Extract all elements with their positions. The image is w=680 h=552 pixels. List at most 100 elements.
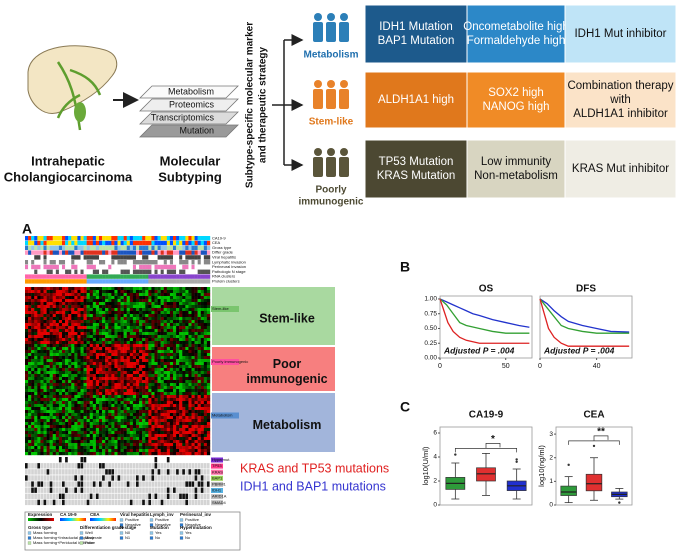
annotation-cell [169, 264, 174, 270]
heatmap-cell [71, 320, 75, 324]
heatmap-cell [46, 413, 50, 417]
heatmap-cell [136, 404, 140, 408]
heatmap-cell [114, 323, 118, 327]
heatmap-cell [108, 380, 112, 384]
heatmap-cell [40, 404, 44, 408]
heatmap-cell [166, 338, 171, 342]
heatmap-cell [203, 359, 208, 363]
heatmap-cell [136, 332, 140, 336]
heatmap-cell [31, 338, 35, 342]
heatmap-cell [166, 389, 171, 393]
heatmap-cell [154, 356, 158, 360]
heatmap-cell [102, 302, 106, 306]
heatmap-cell [83, 338, 87, 342]
heatmap-cell [120, 383, 124, 387]
heatmap-cell [92, 308, 97, 312]
heatmap-cell [126, 392, 131, 396]
heatmap-cell [65, 329, 69, 333]
mutation-cell [169, 481, 173, 487]
heatmap-cell [58, 452, 63, 456]
heatmap-cell [37, 350, 41, 354]
person-icon [313, 89, 323, 109]
heatmap-cell [37, 440, 41, 444]
heatmap-cell [191, 308, 195, 312]
subtype-name: Stem-like [309, 117, 354, 128]
heatmap-cell [182, 350, 186, 354]
heatmap-cell [105, 380, 109, 384]
mutation-cell [49, 457, 53, 463]
heatmap-cell [200, 368, 205, 372]
annotation-cell [34, 240, 38, 246]
heatmap-cell [185, 323, 189, 327]
heatmap-cell [43, 425, 47, 429]
annotation-cell [151, 236, 155, 241]
heatmap-cell [145, 323, 149, 327]
heatmap-cell [80, 383, 84, 387]
heatmap-cell [28, 368, 32, 372]
annotation-cell [151, 274, 155, 279]
heatmap-cell [28, 332, 32, 336]
mutation-cell [132, 457, 136, 463]
mutation-cell [25, 487, 28, 493]
heatmap-cell [58, 434, 63, 438]
heatmap-cell [99, 434, 103, 438]
heatmap-cell [80, 413, 84, 417]
heatmap-cell [173, 305, 177, 309]
heatmap-cell [139, 413, 143, 417]
heatmap-cell [206, 437, 211, 441]
heatmap-cell [185, 359, 189, 363]
heatmap-cell [105, 437, 109, 441]
heatmap-cell [37, 401, 41, 405]
heatmap-cell [46, 317, 50, 321]
heatmap-cell [58, 350, 63, 354]
heatmap-cell [157, 302, 161, 306]
heatmap-cell [151, 449, 155, 453]
mutation-cell [99, 499, 102, 506]
heatmap-cell [77, 407, 81, 411]
heatmap-cell [58, 398, 63, 402]
heatmap-cell [37, 371, 41, 375]
annotation-cell [126, 264, 131, 270]
mutation-cell [92, 469, 96, 475]
heatmap-cell [111, 407, 115, 411]
heatmap-cell [154, 350, 158, 354]
heatmap-cell [71, 341, 75, 345]
heatmap-cell [197, 347, 201, 351]
annotation-cell [169, 245, 174, 250]
heatmap-cell [86, 353, 90, 357]
annotation-cell [31, 264, 35, 270]
heatmap-cell [80, 362, 84, 366]
mutation-cell [28, 463, 31, 469]
heatmap-cell [166, 428, 171, 432]
heatmap-cell [145, 314, 149, 318]
heatmap-cell [166, 422, 171, 426]
subtype-text: TP53 Mutation [379, 156, 454, 168]
heatmap-cell [111, 401, 115, 405]
mutation-cell [74, 475, 78, 481]
heatmap-cell [173, 377, 177, 381]
heatmap-cell [37, 407, 41, 411]
heatmap-cell [191, 431, 195, 435]
heatmap-cell [34, 410, 38, 414]
mutation-cell [197, 475, 201, 481]
subtype-text: Formaldehyde high [467, 35, 565, 47]
mutation-cell [203, 475, 207, 481]
heatmap-cell [145, 299, 149, 303]
heatmap-cell [86, 338, 90, 342]
heatmap-cell [34, 428, 38, 432]
heatmap-cell [185, 371, 189, 375]
legend-item: Mass forming [33, 530, 57, 535]
annotation-cell [55, 255, 60, 260]
heatmap-cell [62, 374, 66, 378]
heatmap-cell [58, 440, 63, 444]
heatmap-cell [157, 296, 161, 300]
heatmap-cell [166, 287, 171, 291]
heatmap-cell [200, 440, 205, 444]
mutation-cell [92, 475, 96, 481]
mutation-cell [179, 487, 182, 493]
heatmap-cell [58, 344, 63, 348]
heatmap-cell [55, 287, 60, 291]
heatmap-cell [142, 359, 146, 363]
heatmap-cell [126, 287, 131, 291]
